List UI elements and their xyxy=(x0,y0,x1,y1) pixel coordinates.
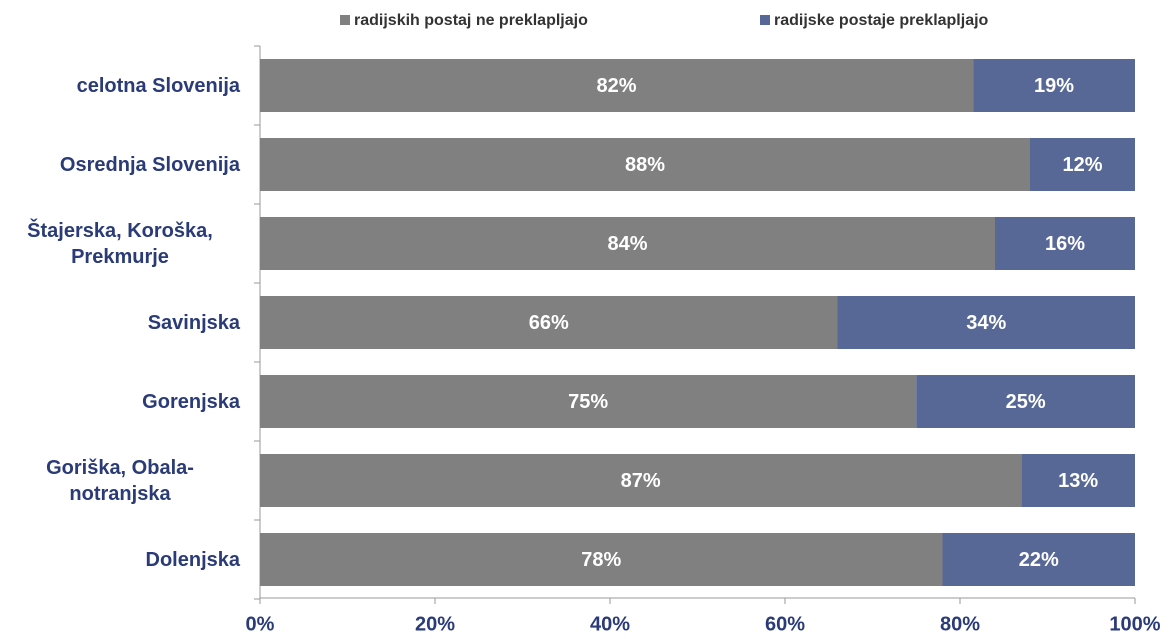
value-label: 78% xyxy=(581,549,621,571)
value-label: 22% xyxy=(1019,549,1059,571)
bar-segment xyxy=(916,375,1135,428)
bar-segment xyxy=(260,217,995,270)
value-label: 34% xyxy=(966,312,1006,334)
category-label: celotna Slovenija xyxy=(0,73,240,99)
bar-segment xyxy=(973,59,1135,112)
value-label: 25% xyxy=(1006,391,1046,413)
category-text: celotna Slovenija xyxy=(76,74,240,97)
x-tick-label: 20% xyxy=(415,613,455,635)
category-label: Štajerska, Koroška, Prekmurje xyxy=(0,218,240,270)
bar-segment xyxy=(942,533,1135,586)
category-text: Goriška, Obala-notranjska xyxy=(46,456,194,505)
value-label: 13% xyxy=(1058,470,1098,492)
category-label: Osrednja Slovenija xyxy=(0,152,240,178)
legend-label: radijskih postaj ne preklapljajo xyxy=(354,12,588,29)
bar-segment xyxy=(995,217,1135,270)
x-tick-label: 100% xyxy=(1109,613,1160,635)
bar-segment xyxy=(1021,454,1135,507)
category-text: Savinjska xyxy=(147,311,240,334)
value-label: 82% xyxy=(597,75,637,97)
legend-swatch xyxy=(340,15,350,25)
value-label: 75% xyxy=(568,391,608,413)
category-text: Gorenjska xyxy=(142,390,240,413)
legend-label: radijske postaje preklapljajo xyxy=(774,12,989,29)
x-tick-label: 80% xyxy=(940,613,980,635)
value-label: 87% xyxy=(621,470,661,492)
category-text: Dolenjska xyxy=(145,548,240,571)
value-label: 19% xyxy=(1034,75,1074,97)
value-label: 12% xyxy=(1062,154,1102,176)
category-label: Gorenjska xyxy=(0,389,240,415)
category-label: Dolenjska xyxy=(0,547,240,573)
category-text: Štajerska, Koroška, Prekmurje xyxy=(27,219,213,268)
category-text: Osrednja Slovenija xyxy=(59,153,240,176)
bar-segment xyxy=(260,59,974,112)
bar-segment xyxy=(837,296,1135,349)
value-label: 66% xyxy=(529,312,569,334)
category-label: Savinjska xyxy=(0,310,240,336)
bar-segment xyxy=(260,296,838,349)
bar-segment xyxy=(1030,138,1135,191)
legend-swatch xyxy=(760,15,770,25)
bar-segment xyxy=(260,533,943,586)
value-label: 16% xyxy=(1045,233,1085,255)
x-tick-label: 40% xyxy=(590,613,630,635)
bar-segment xyxy=(260,138,1030,191)
bar-segment xyxy=(260,375,917,428)
value-label: 88% xyxy=(625,154,665,176)
bar-segment xyxy=(260,454,1022,507)
x-tick-label: 0% xyxy=(246,613,275,635)
category-label: Goriška, Obala-notranjska xyxy=(0,455,240,507)
x-tick-label: 60% xyxy=(765,613,805,635)
value-label: 84% xyxy=(607,233,647,255)
